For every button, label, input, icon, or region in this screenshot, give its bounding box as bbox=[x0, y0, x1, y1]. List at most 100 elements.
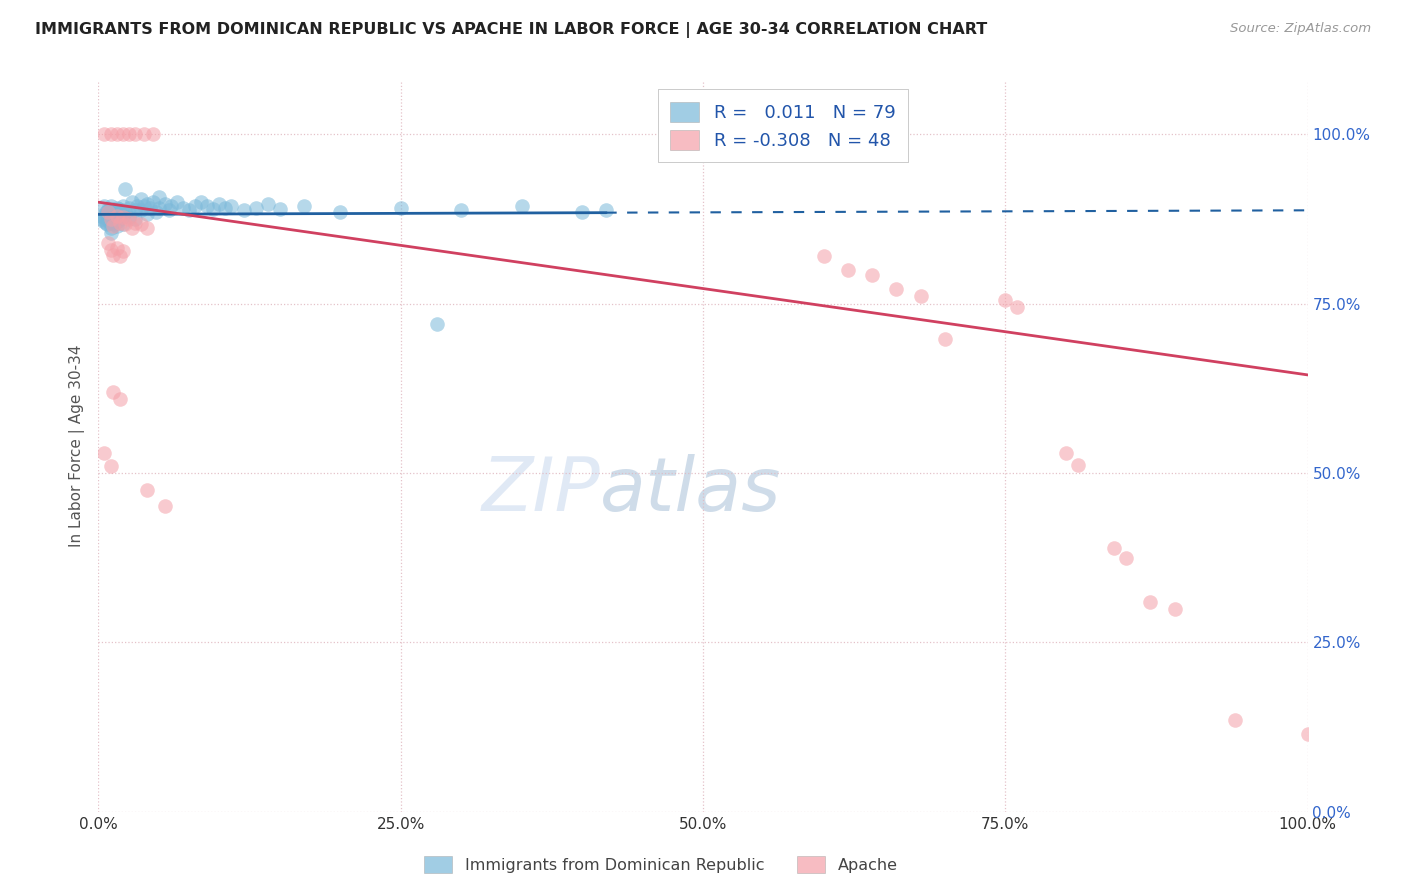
Point bbox=[118, 212, 141, 227]
Point bbox=[114, 205, 136, 219]
Point bbox=[1296, 727, 1319, 741]
Point bbox=[110, 203, 132, 218]
Point bbox=[103, 209, 125, 223]
Point bbox=[142, 128, 165, 142]
Point bbox=[108, 215, 131, 229]
Point bbox=[90, 209, 112, 223]
Point bbox=[100, 210, 122, 224]
Point bbox=[129, 203, 152, 218]
Point bbox=[153, 196, 176, 211]
Point bbox=[111, 209, 134, 223]
Point bbox=[105, 210, 128, 224]
Point bbox=[100, 212, 122, 227]
Point bbox=[105, 219, 128, 233]
Point bbox=[91, 212, 114, 227]
Point bbox=[118, 128, 141, 142]
Point bbox=[148, 201, 170, 215]
Point bbox=[96, 207, 118, 221]
Point bbox=[105, 209, 128, 223]
Legend: Immigrants from Dominican Republic, Apache: Immigrants from Dominican Republic, Apac… bbox=[418, 849, 904, 880]
Point bbox=[1163, 601, 1185, 615]
Point bbox=[934, 332, 956, 346]
Point bbox=[292, 198, 315, 212]
Point bbox=[142, 195, 165, 210]
Text: Source: ZipAtlas.com: Source: ZipAtlas.com bbox=[1230, 22, 1371, 36]
Point bbox=[214, 201, 236, 215]
Point bbox=[100, 128, 122, 142]
Point bbox=[450, 203, 472, 218]
Point bbox=[124, 215, 146, 229]
Point bbox=[129, 217, 152, 231]
Point bbox=[124, 203, 146, 218]
Point bbox=[93, 128, 115, 142]
Point bbox=[157, 203, 180, 218]
Point bbox=[1223, 714, 1246, 728]
Legend: R =   0.011   N = 79, R = -0.308   N = 48: R = 0.011 N = 79, R = -0.308 N = 48 bbox=[658, 89, 908, 162]
Point bbox=[160, 198, 183, 212]
Point bbox=[1115, 550, 1137, 565]
Point bbox=[118, 201, 141, 215]
Point bbox=[97, 212, 120, 227]
Point bbox=[860, 268, 883, 283]
Point bbox=[100, 243, 122, 257]
Point bbox=[121, 221, 143, 235]
Point bbox=[97, 202, 120, 216]
Point bbox=[118, 210, 141, 224]
Point bbox=[195, 198, 218, 212]
Point bbox=[105, 201, 128, 215]
Point bbox=[111, 244, 134, 258]
Point bbox=[389, 201, 412, 215]
Point bbox=[135, 221, 157, 235]
Point bbox=[94, 215, 117, 229]
Text: atlas: atlas bbox=[600, 454, 782, 526]
Point bbox=[329, 205, 352, 219]
Point bbox=[1102, 541, 1125, 555]
Point bbox=[139, 201, 162, 215]
Point bbox=[145, 205, 167, 219]
Point bbox=[1139, 595, 1161, 609]
Point bbox=[108, 249, 131, 263]
Point bbox=[134, 128, 156, 142]
Point bbox=[121, 195, 143, 210]
Text: ZIP: ZIP bbox=[481, 454, 600, 526]
Point bbox=[111, 217, 134, 231]
Y-axis label: In Labor Force | Age 30-34: In Labor Force | Age 30-34 bbox=[69, 344, 86, 548]
Point bbox=[100, 202, 122, 216]
Point bbox=[107, 214, 129, 228]
Point bbox=[100, 226, 122, 240]
Point bbox=[208, 196, 231, 211]
Text: IMMIGRANTS FROM DOMINICAN REPUBLIC VS APACHE IN LABOR FORCE | AGE 30-34 CORRELAT: IMMIGRANTS FROM DOMINICAN REPUBLIC VS AP… bbox=[35, 22, 987, 38]
Point bbox=[148, 190, 170, 204]
Point bbox=[190, 195, 212, 210]
Point bbox=[101, 205, 124, 219]
Point bbox=[101, 212, 124, 227]
Point bbox=[269, 202, 291, 216]
Point bbox=[813, 249, 835, 263]
Point bbox=[100, 221, 122, 235]
Point bbox=[93, 198, 115, 212]
Point bbox=[886, 282, 908, 296]
Point bbox=[135, 196, 157, 211]
Point bbox=[994, 293, 1017, 308]
Point bbox=[114, 181, 136, 195]
Point bbox=[135, 207, 157, 221]
Point bbox=[108, 202, 131, 216]
Point bbox=[184, 198, 207, 212]
Point bbox=[837, 263, 859, 277]
Point bbox=[1067, 458, 1090, 472]
Point bbox=[100, 207, 122, 221]
Point bbox=[232, 203, 254, 218]
Point bbox=[103, 217, 125, 231]
Point bbox=[100, 459, 122, 474]
Point bbox=[426, 317, 449, 331]
Point bbox=[910, 288, 932, 302]
Point bbox=[179, 203, 201, 218]
Point bbox=[166, 195, 188, 210]
Point bbox=[101, 219, 124, 233]
Point bbox=[1007, 300, 1029, 314]
Point bbox=[108, 212, 131, 227]
Point bbox=[91, 214, 114, 228]
Point bbox=[100, 198, 122, 212]
Point bbox=[100, 215, 122, 229]
Point bbox=[111, 198, 134, 212]
